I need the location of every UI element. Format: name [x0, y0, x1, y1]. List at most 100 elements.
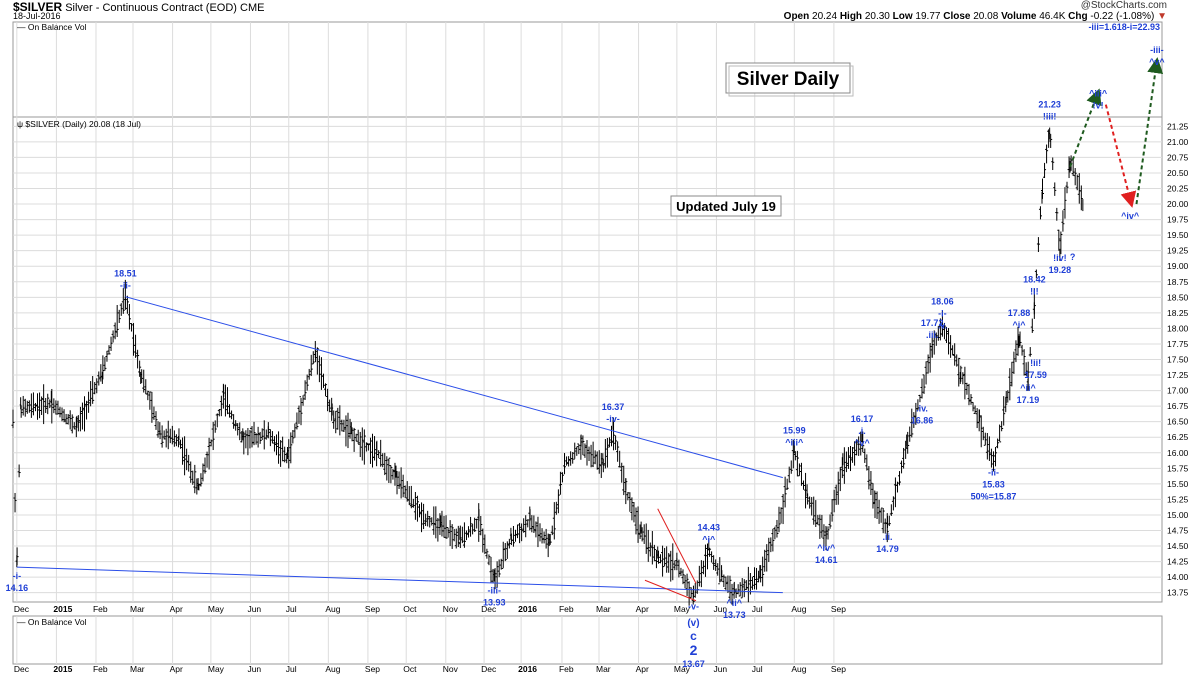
annotation-label: -i-: [13, 571, 22, 581]
annotation-label: .ii.: [883, 532, 893, 542]
wave-label: 2: [690, 642, 698, 658]
x-tick-label: Dec: [481, 664, 497, 674]
y-tick-label: 14.00: [1167, 572, 1189, 582]
trendline-lower: [16, 566, 783, 594]
annotation-value: 17.19: [1017, 395, 1040, 405]
annotation-value: 16.17: [851, 414, 874, 424]
annotation-label: ^v^: [854, 438, 870, 448]
y-tick-label: 14.50: [1167, 541, 1189, 551]
annotation-label: !i!: [1030, 286, 1039, 296]
annotation-value: 14.16: [6, 583, 29, 593]
annotation-value: 16.37: [602, 402, 625, 412]
x-tick-label: May: [674, 604, 691, 614]
y-tick-label: 19.00: [1167, 261, 1189, 271]
price-panel-label: ψ $SILVER (Daily) 20.08 (18 Jul): [17, 119, 141, 129]
annotation-label: -i-: [938, 309, 947, 319]
y-tick-label: 15.25: [1167, 494, 1189, 504]
trendline-upper: [125, 296, 783, 479]
low-label: Low: [892, 11, 913, 22]
x-tick-label: Sep: [831, 604, 846, 614]
annotation-label: ?: [1070, 252, 1076, 262]
open-value: 20.24: [812, 11, 838, 22]
quote-summary: Open 20.24 High 20.30 Low 19.77 Close 20…: [784, 11, 1167, 22]
annotation-label: !iii!: [1043, 112, 1057, 122]
x-tick-label: Jul: [286, 604, 297, 614]
x-tick-label: Mar: [596, 604, 611, 614]
annotation-value: 18.51: [114, 269, 137, 279]
y-tick-label: 19.75: [1167, 215, 1189, 225]
x-tick-label: 2016: [518, 604, 537, 614]
y-tick-label: 16.50: [1167, 417, 1189, 427]
annotation-label: ^iv^: [1121, 211, 1140, 221]
x-tick-label: May: [208, 664, 225, 674]
x-tick-label: Sep: [831, 664, 846, 674]
y-tick-label: 20.00: [1167, 199, 1189, 209]
annotation-label: ^iv^: [817, 543, 836, 553]
high-label: High: [839, 11, 863, 22]
y-tick-label: 20.25: [1167, 184, 1189, 194]
y-tick-label: 17.75: [1167, 339, 1189, 349]
y-tick-label: 17.50: [1167, 355, 1189, 365]
x-tick-label: Jun: [713, 664, 727, 674]
x-tick-label: Jun: [247, 664, 261, 674]
chg-label: Chg: [1068, 11, 1088, 22]
close-value: 20.08: [973, 11, 999, 22]
close-label: Close: [943, 11, 971, 22]
x-tick-label: Aug: [791, 604, 806, 614]
x-tick-label: Nov: [443, 604, 459, 614]
chg-value: -0.22 (-1.08%): [1090, 11, 1155, 22]
volume-value: 46.4K: [1039, 11, 1066, 22]
chart-subtitle: Updated July 19: [676, 199, 776, 214]
x-tick-label: Dec: [481, 604, 497, 614]
y-tick-label: 18.25: [1167, 308, 1189, 318]
annotation-value: 18.42: [1023, 274, 1046, 284]
y-tick-label: 16.75: [1167, 401, 1189, 411]
high-value: 20.30: [864, 11, 890, 22]
x-tick-label: Aug: [791, 664, 806, 674]
top-panel: [12, 21, 1163, 118]
title-box: [725, 62, 851, 94]
wave-label: c: [690, 629, 697, 643]
x-tick-label: Jul: [752, 664, 763, 674]
annotation-label: ^v^: [1149, 57, 1165, 67]
x-tick-label: Nov: [443, 664, 459, 674]
annotation-value: 16.86: [911, 415, 934, 425]
y-tick-label: 18.00: [1167, 323, 1189, 333]
y-tick-label: 17.00: [1167, 386, 1189, 396]
annotation-label: ^ii^: [727, 598, 743, 608]
annotation-label: -iv-: [606, 414, 620, 424]
annotation-label: !iv!: [1053, 253, 1067, 263]
annotation-value: 15.99: [783, 425, 806, 435]
x-tick-label: Feb: [559, 664, 574, 674]
bottom-panel: [12, 615, 1163, 665]
y-tick-label: 13.75: [1167, 588, 1189, 598]
down-triangle-icon: ▼: [1157, 11, 1167, 22]
annotation-value: 15.83: [982, 479, 1005, 489]
annotation-label: .iv.: [916, 403, 928, 413]
y-tick-label: 20.75: [1167, 152, 1189, 162]
y-tick-label: 17.25: [1167, 370, 1189, 380]
annotation-label: -iii-: [488, 585, 502, 595]
annotation-value: 17.88: [1008, 308, 1031, 318]
annotation-label: -v-: [688, 602, 699, 612]
annotation-value: 14.43: [698, 522, 721, 532]
x-tick-label: Apr: [170, 664, 183, 674]
annotation-value: 19.28: [1049, 265, 1072, 275]
wave-label: (v): [687, 618, 699, 629]
y-tick-label: 15.00: [1167, 510, 1189, 520]
y-tick-label: 15.50: [1167, 479, 1189, 489]
wedge-line: [657, 508, 697, 584]
forecast-arrow-green: [1135, 57, 1164, 205]
annotation-label: 50%=15.87: [971, 491, 1017, 501]
credit-text: @StockCharts.com: [1080, 0, 1167, 11]
y-tick-label: 18.75: [1167, 277, 1189, 287]
corner-note: -iii=1.618-i=22.93: [1088, 22, 1160, 32]
annotation-label: ^i^: [702, 534, 716, 544]
x-tick-label: 2015: [53, 664, 72, 674]
forecast-arrow-red: [1104, 104, 1137, 208]
annotation-value: 13.93: [483, 597, 506, 607]
title-box-shadow: [728, 65, 854, 97]
annotation-value: 18.06: [931, 297, 954, 307]
annotation-label: .iii.: [926, 330, 939, 340]
